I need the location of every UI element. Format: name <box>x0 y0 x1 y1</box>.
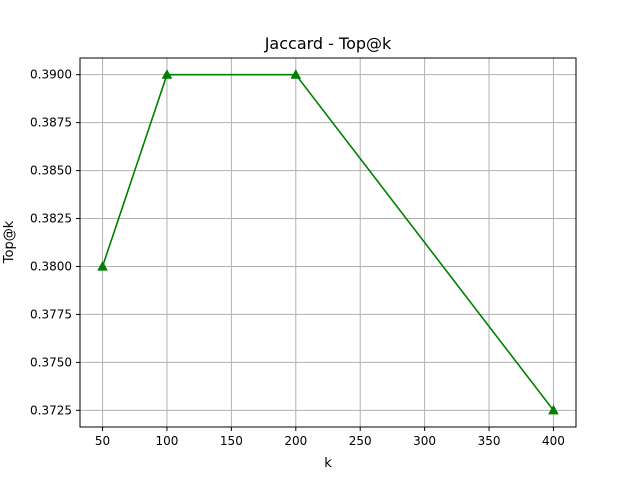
data-point-marker <box>548 404 559 415</box>
y-tick-label: 0.3875 <box>30 116 72 130</box>
y-tick-label: 0.3750 <box>30 355 72 369</box>
x-axis-ticks: 50 100 150 200 250 300 350 400 <box>95 427 565 448</box>
series-line <box>101 73 555 411</box>
x-tick-label: 250 <box>349 434 372 448</box>
x-tick-label: 50 <box>95 434 110 448</box>
y-tick-label: 0.3900 <box>30 68 72 82</box>
y-tick-label: 0.3825 <box>30 212 72 226</box>
x-tick-label: 200 <box>284 434 307 448</box>
x-tick-label: 150 <box>220 434 243 448</box>
chart-title: Jaccard - Top@k <box>264 34 392 53</box>
x-tick-label: 400 <box>542 434 565 448</box>
y-tick-label: 0.3800 <box>30 259 72 273</box>
x-tick-label: 100 <box>156 434 179 448</box>
y-tick-label: 0.3775 <box>30 307 72 321</box>
y-axis-ticks: 0.3725 0.3750 0.3775 0.3800 0.3825 0.3850 0.38… <box>30 68 80 417</box>
data-point-marker <box>97 260 108 271</box>
data-point-marker <box>161 69 173 79</box>
y-tick-label: 0.3850 <box>30 164 72 178</box>
x-tick-label: 300 <box>413 434 436 448</box>
series <box>97 69 559 415</box>
x-tick-label: 350 <box>478 434 501 448</box>
y-tick-label: 0.3725 <box>30 403 72 417</box>
y-axis-label: Top@k <box>2 220 17 264</box>
x-axis-label: k <box>324 456 332 471</box>
data-point-marker <box>290 69 302 79</box>
plot-frame <box>79 57 577 428</box>
